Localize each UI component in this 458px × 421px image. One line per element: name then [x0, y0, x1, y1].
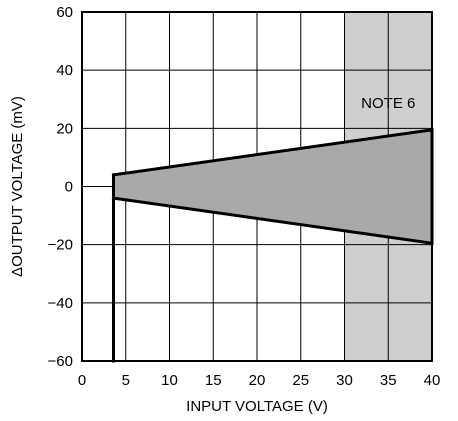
x-tick-label: 35: [380, 372, 397, 389]
y-tick-label: 60: [56, 4, 73, 21]
x-tick-label: 15: [205, 372, 222, 389]
x-tick-label: 25: [292, 372, 309, 389]
envelope-lower-line: [111, 196, 434, 245]
envelope-upper-line: [111, 128, 434, 177]
y-tick-label: 0: [65, 179, 73, 196]
x-tick-labels: 0 5 10 15 20 25 30 35 40: [78, 372, 441, 389]
y-tick-label: −40: [48, 295, 73, 312]
x-tick-label: 40: [424, 372, 441, 389]
y-tick-labels: 60 40 20 0 −20 −40 −60: [48, 4, 73, 370]
output-variation-envelope: [113, 129, 432, 244]
y-tick-label: −60: [48, 353, 73, 370]
y-axis-label: ΔOUTPUT VOLTAGE (mV): [9, 96, 26, 277]
x-tick-label: 5: [122, 372, 130, 389]
x-tick-label: 0: [78, 372, 86, 389]
x-tick-label: 20: [249, 372, 266, 389]
y-tick-label: 40: [56, 62, 73, 79]
y-tick-label: 20: [56, 120, 73, 137]
note-6-label: NOTE 6: [361, 95, 415, 112]
plot-frame: [81, 11, 433, 362]
x-tick-label: 30: [336, 372, 353, 389]
x-tick-label: 10: [161, 372, 178, 389]
x-axis-label: INPUT VOLTAGE (V): [186, 398, 328, 415]
y-tick-label: −20: [48, 237, 73, 254]
